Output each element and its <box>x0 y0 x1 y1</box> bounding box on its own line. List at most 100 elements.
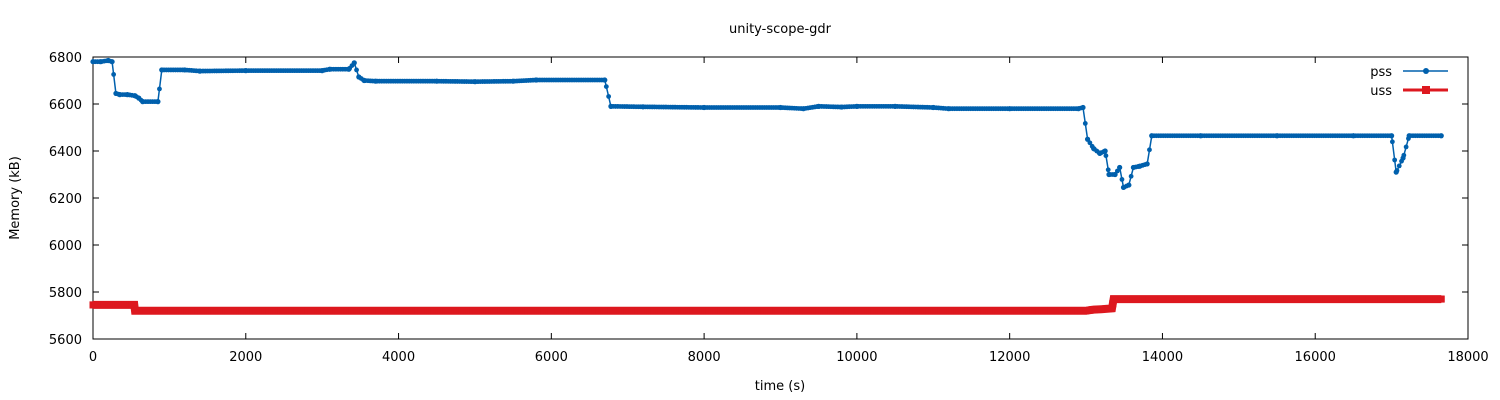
pss-point <box>124 92 130 98</box>
pss-point <box>1149 133 1155 139</box>
pss-point <box>140 99 146 105</box>
pss-point <box>930 104 936 111</box>
pss-marker <box>354 67 359 73</box>
pss-point <box>839 104 845 110</box>
legend-label: pss <box>1370 65 1392 80</box>
pss-line <box>93 59 1442 189</box>
pss-point <box>1198 133 1204 139</box>
pss-point <box>109 59 115 65</box>
pss-point <box>1102 148 1108 154</box>
pss-point <box>1097 150 1103 156</box>
pss-point <box>1274 133 1280 139</box>
pss-point <box>1117 164 1123 171</box>
pss-point <box>1084 136 1091 142</box>
pss-point <box>434 78 440 84</box>
legend-swatch-marker <box>1423 68 1429 74</box>
y-axis-label: Memory (kB) <box>8 156 23 240</box>
uss-point <box>1110 295 1118 303</box>
pss-marker <box>1105 167 1111 173</box>
pss-point <box>1144 161 1150 167</box>
pss-marker <box>1082 120 1088 126</box>
pss-point <box>1350 133 1357 139</box>
pss-point <box>854 103 860 109</box>
series-pss <box>90 57 1444 191</box>
pss-point <box>472 79 478 85</box>
pss-point <box>159 67 165 73</box>
pss-marker <box>1396 163 1402 169</box>
uss-point <box>1082 307 1090 315</box>
pss-point <box>1112 171 1118 178</box>
pss-point <box>1393 169 1399 175</box>
pss-point <box>319 68 325 74</box>
pss-point <box>117 92 123 98</box>
pss-point <box>1400 155 1406 161</box>
pss-marker <box>606 94 612 99</box>
uss-point <box>130 301 138 309</box>
pss-marker <box>1103 153 1109 159</box>
pss-point <box>777 104 784 111</box>
pss-point <box>136 95 142 101</box>
y-tick-label: 6200 <box>49 192 82 207</box>
uss-point <box>1108 304 1116 312</box>
pss-point <box>1075 106 1082 112</box>
pss-marker <box>157 86 162 92</box>
pss-point <box>602 77 608 83</box>
y-tick-label: 6400 <box>49 145 82 160</box>
pss-point <box>1406 133 1412 139</box>
y-tick-label: 6600 <box>49 98 82 113</box>
legend-entry-uss: uss <box>1370 84 1448 99</box>
pss-point <box>510 78 516 84</box>
legend-entry-pss: pss <box>1370 65 1448 80</box>
pss-point <box>327 66 333 72</box>
pss-point <box>90 59 96 65</box>
chart-title: unity-scope-gdr <box>729 22 832 37</box>
pss-point <box>197 68 203 74</box>
pss-point <box>1106 171 1112 178</box>
uss-point <box>547 307 555 315</box>
pss-point <box>351 60 357 66</box>
uss-point <box>131 307 139 315</box>
x-tick-label: 10000 <box>836 350 877 365</box>
uss-point <box>1086 306 1094 314</box>
pss-point <box>243 68 249 74</box>
x-tick-label: 8000 <box>688 350 721 365</box>
pss-point <box>373 78 379 84</box>
uss-point <box>1437 295 1445 303</box>
pss-point <box>800 106 807 112</box>
pss-marker <box>111 71 117 77</box>
x-tick-label: 4000 <box>382 350 415 365</box>
y-tick-label: 5800 <box>49 286 82 301</box>
pss-point <box>1438 133 1444 139</box>
pss-point <box>1130 164 1137 171</box>
pss-point <box>98 59 104 65</box>
pss-point <box>132 93 138 99</box>
x-tick-label: 16000 <box>1295 350 1336 365</box>
pss-point <box>892 103 898 109</box>
pss-point <box>1091 146 1097 152</box>
uss-point <box>1311 295 1319 303</box>
pss-point <box>1389 133 1395 139</box>
pss-marker <box>1119 177 1125 182</box>
pss-point <box>346 66 352 72</box>
pss-point <box>1136 163 1143 169</box>
axis-ticks: 0 2000 4000 6000 8000 10000 12000 14000 16000 180… <box>49 51 1489 365</box>
pss-point <box>701 104 707 111</box>
pss-marker <box>603 84 609 90</box>
uss-point <box>1097 305 1105 313</box>
pss-marker <box>1392 157 1398 163</box>
x-tick-label: 12000 <box>989 350 1030 365</box>
y-tick-label: 6000 <box>49 239 82 254</box>
pss-point <box>155 99 161 105</box>
y-tick-label: 6800 <box>49 51 82 66</box>
x-tick-label: 0 <box>89 350 97 365</box>
pss-point <box>816 103 822 109</box>
pss-point <box>533 77 539 83</box>
x-tick-label: 2000 <box>229 350 262 365</box>
pss-point <box>361 77 367 84</box>
series-uss <box>89 295 1445 315</box>
uss-point <box>89 301 97 309</box>
pss-point <box>1007 106 1013 112</box>
uss-point <box>1158 295 1166 303</box>
legend: pss uss <box>1370 65 1448 99</box>
